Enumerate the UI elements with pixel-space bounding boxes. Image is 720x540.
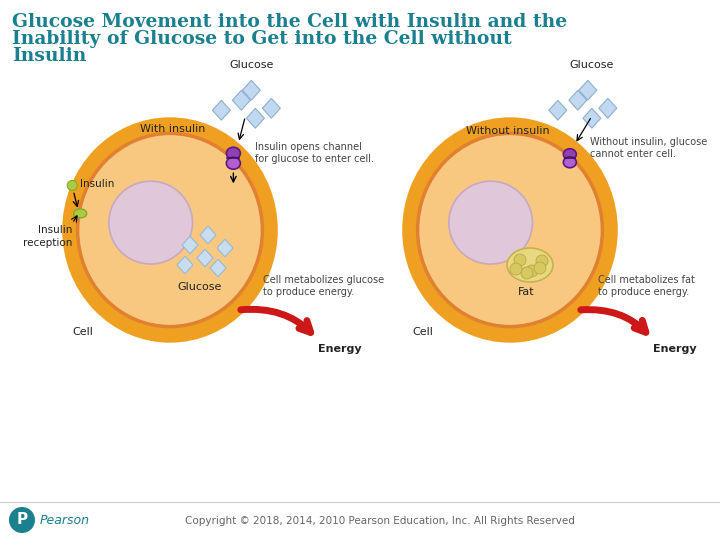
Ellipse shape bbox=[563, 148, 576, 160]
Text: Insulin: Insulin bbox=[80, 179, 114, 190]
Text: Insulin opens channel
for glucose to enter cell.: Insulin opens channel for glucose to ent… bbox=[256, 142, 374, 165]
Polygon shape bbox=[210, 259, 226, 277]
Text: Glucose: Glucose bbox=[570, 60, 614, 70]
Text: Without insulin: Without insulin bbox=[467, 126, 550, 136]
Polygon shape bbox=[233, 90, 251, 110]
Polygon shape bbox=[569, 90, 587, 110]
Text: Without insulin, glucose
cannot enter cell.: Without insulin, glucose cannot enter ce… bbox=[590, 137, 707, 159]
Polygon shape bbox=[549, 100, 567, 120]
Circle shape bbox=[514, 254, 526, 266]
Text: With insulin: With insulin bbox=[140, 124, 205, 134]
Circle shape bbox=[510, 263, 522, 275]
Text: Pearson: Pearson bbox=[40, 514, 90, 526]
Circle shape bbox=[521, 267, 533, 279]
Circle shape bbox=[534, 262, 546, 274]
Text: Energy: Energy bbox=[653, 344, 697, 354]
Ellipse shape bbox=[226, 147, 240, 159]
Ellipse shape bbox=[449, 181, 532, 264]
Polygon shape bbox=[599, 98, 617, 118]
Polygon shape bbox=[182, 236, 198, 254]
Circle shape bbox=[67, 180, 77, 191]
Text: Glucose Movement into the Cell with Insulin and the: Glucose Movement into the Cell with Insu… bbox=[12, 13, 567, 31]
Ellipse shape bbox=[109, 181, 192, 264]
Polygon shape bbox=[583, 109, 601, 128]
Polygon shape bbox=[217, 239, 233, 257]
Text: Glucose: Glucose bbox=[229, 60, 274, 70]
Polygon shape bbox=[262, 98, 280, 118]
Polygon shape bbox=[246, 109, 264, 128]
Circle shape bbox=[9, 507, 35, 533]
Text: Energy: Energy bbox=[318, 344, 361, 354]
Text: P: P bbox=[17, 512, 27, 528]
Text: Insulin
reception: Insulin reception bbox=[23, 225, 72, 248]
Polygon shape bbox=[200, 226, 216, 244]
Ellipse shape bbox=[62, 117, 278, 343]
Polygon shape bbox=[177, 256, 193, 274]
Polygon shape bbox=[579, 80, 597, 100]
Text: Fat: Fat bbox=[518, 287, 534, 297]
Text: Cell metabolizes glucose
to produce energy.: Cell metabolizes glucose to produce ener… bbox=[263, 275, 384, 297]
Text: Copyright © 2018, 2014, 2010 Pearson Education, Inc. All Rights Reserved: Copyright © 2018, 2014, 2010 Pearson Edu… bbox=[185, 516, 575, 526]
Text: Glucose: Glucose bbox=[178, 282, 222, 292]
Text: Cell: Cell bbox=[412, 327, 433, 337]
Ellipse shape bbox=[78, 133, 262, 327]
Ellipse shape bbox=[226, 157, 240, 169]
Ellipse shape bbox=[563, 157, 576, 168]
Circle shape bbox=[526, 265, 538, 277]
Circle shape bbox=[536, 255, 548, 267]
Ellipse shape bbox=[507, 248, 553, 282]
Ellipse shape bbox=[402, 117, 618, 343]
Polygon shape bbox=[212, 100, 230, 120]
Polygon shape bbox=[197, 249, 213, 267]
Text: Cell metabolizes fat
to produce energy.: Cell metabolizes fat to produce energy. bbox=[598, 275, 695, 297]
Ellipse shape bbox=[418, 133, 603, 327]
Text: Inability of Glucose to Get into the Cell without: Inability of Glucose to Get into the Cel… bbox=[12, 30, 512, 48]
Text: Insulin: Insulin bbox=[12, 47, 86, 65]
Text: Cell: Cell bbox=[72, 327, 93, 337]
Ellipse shape bbox=[73, 209, 86, 218]
Polygon shape bbox=[243, 80, 261, 100]
